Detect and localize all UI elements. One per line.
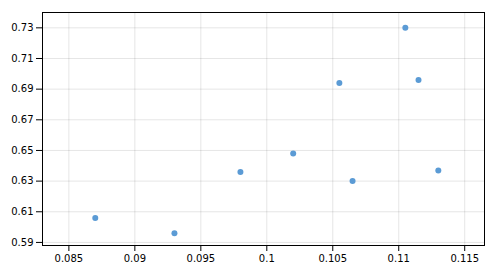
svg-text:0.71: 0.71 (11, 53, 33, 64)
svg-text:0.61: 0.61 (11, 206, 33, 217)
svg-text:0.1: 0.1 (259, 253, 275, 264)
svg-text:0.73: 0.73 (11, 22, 33, 33)
svg-text:0.65: 0.65 (11, 145, 33, 156)
svg-text:0.095: 0.095 (187, 253, 216, 264)
svg-text:0.11: 0.11 (388, 253, 410, 264)
svg-text:0.63: 0.63 (11, 175, 33, 186)
svg-text:0.69: 0.69 (11, 83, 33, 94)
svg-text:0.67: 0.67 (11, 114, 33, 125)
svg-text:0.105: 0.105 (318, 253, 347, 264)
svg-text:0.115: 0.115 (450, 253, 479, 264)
svg-text:0.085: 0.085 (55, 253, 84, 264)
svg-text:0.09: 0.09 (124, 253, 146, 264)
svg-text:0.59: 0.59 (11, 237, 33, 248)
